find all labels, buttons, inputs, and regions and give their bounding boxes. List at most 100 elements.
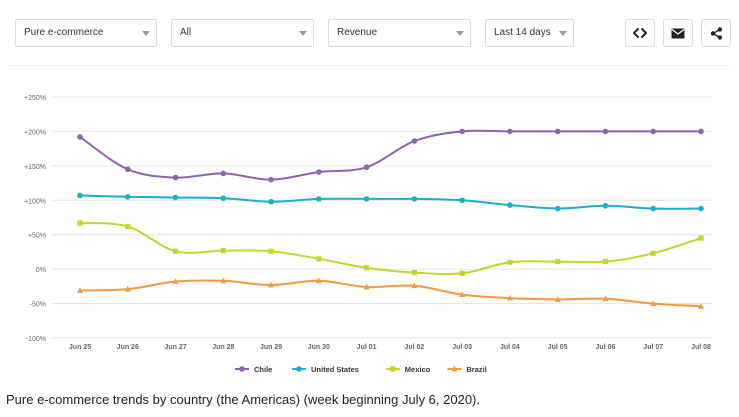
y-tick-label: 0% [36,267,46,274]
metric-select[interactable]: Revenue [328,19,471,47]
data-point-mexico[interactable] [220,247,226,254]
data-point-united-states[interactable] [554,205,561,212]
data-point-chile[interactable] [77,134,83,140]
figure-caption: Pure e-commerce trends by country (the A… [6,392,480,407]
data-point-brazil[interactable] [459,291,466,298]
data-point-chile[interactable] [602,128,609,135]
x-tick-label: Jul 06 [596,344,616,351]
data-point-brazil[interactable] [650,300,657,306]
data-point-mexico[interactable] [268,248,274,254]
data-point-mexico[interactable] [507,259,513,265]
data-point-united-states[interactable] [363,196,370,202]
data-point-brazil[interactable] [220,277,227,284]
legend-label: United States [311,365,359,374]
data-point-chile[interactable] [316,169,322,175]
series-line-united-states [79,194,702,210]
data-point-united-states[interactable] [602,202,609,209]
legend-item-brazil[interactable]: Brazil [447,365,487,374]
data-point-chile[interactable] [411,138,418,144]
data-point-brazil[interactable] [411,282,418,289]
x-tick-label: Jul 04 [500,344,520,351]
x-tick-label: Jun 26 [117,344,139,351]
y-tick-label: +250% [24,95,46,102]
data-point-mexico[interactable] [364,265,370,271]
period-select[interactable]: Last 14 days [485,19,574,47]
data-point-united-states[interactable] [124,194,131,200]
legend-swatch-marker[interactable] [451,365,458,372]
data-point-brazil[interactable] [363,283,370,290]
legend-label: Brazil [466,365,486,374]
category-select[interactable]: Pure e-commerce [15,19,157,47]
grid-lines [52,96,712,339]
data-point-mexico[interactable] [77,220,83,226]
data-point-united-states[interactable] [220,195,227,202]
legend-item-chile[interactable]: Chile [235,365,272,374]
data-point-chile[interactable] [698,128,704,135]
region-select[interactable]: All [171,19,314,47]
data-point-united-states[interactable] [698,205,704,212]
data-point-brazil[interactable] [268,281,275,288]
series-group [77,128,704,309]
data-point-chile[interactable] [554,128,561,135]
data-point-mexico[interactable] [125,223,131,230]
data-point-mexico[interactable] [411,269,417,276]
legend-swatch-marker[interactable] [390,366,396,372]
data-point-united-states[interactable] [77,192,83,199]
series-united-states [77,192,704,212]
embed-button[interactable] [625,19,655,47]
y-tick-label: +100% [24,198,46,205]
data-point-united-states[interactable] [268,198,274,205]
series-chile [77,128,704,183]
data-point-united-states[interactable] [316,196,322,202]
data-point-chile[interactable] [220,170,227,177]
data-point-brazil[interactable] [554,296,561,302]
data-point-united-states[interactable] [459,197,465,204]
x-tick-label: Jul 08 [691,344,711,351]
share-icon [710,26,722,40]
legend-swatch-marker[interactable] [296,366,302,372]
data-point-brazil[interactable] [172,278,179,284]
data-point-chile[interactable] [507,128,513,135]
legend-item-mexico[interactable]: Mexico [385,365,431,374]
share-button[interactable] [701,19,731,47]
x-tick-label: Jul 03 [452,344,472,351]
data-point-mexico[interactable] [602,258,609,265]
data-point-united-states[interactable] [411,196,418,202]
legend-swatch-marker[interactable] [239,366,245,372]
series-brazil [77,277,704,309]
data-point-brazil[interactable] [506,294,513,301]
data-point-brazil[interactable] [315,277,322,284]
category-select-value: Pure e-commerce [24,27,104,38]
series-mexico [77,220,704,276]
data-point-mexico[interactable] [459,270,465,276]
data-point-brazil[interactable] [698,303,704,309]
data-point-brazil[interactable] [602,295,609,302]
data-point-mexico[interactable] [316,256,322,262]
x-tick-label: Jun 28 [212,344,234,351]
data-point-chile[interactable] [650,128,657,135]
filter-toolbar: Pure e-commerce All Revenue Last 14 days [0,0,739,62]
chevron-down-icon [456,31,464,36]
data-point-united-states[interactable] [172,194,179,201]
data-point-chile[interactable] [363,164,370,171]
data-point-chile[interactable] [172,174,179,181]
data-point-chile[interactable] [124,166,131,173]
line-chart: +250% +200% +150% +100% +50% 0% -50% -100% Jun … [24,95,712,374]
data-point-mexico[interactable] [650,250,656,256]
legend-item-united-states[interactable]: United States [292,365,359,374]
chevron-down-icon [299,31,307,36]
data-point-brazil[interactable] [124,285,131,292]
region-select-value: All [180,27,192,38]
data-point-mexico[interactable] [698,235,704,241]
data-point-mexico[interactable] [172,248,179,254]
data-point-mexico[interactable] [555,258,561,265]
data-point-united-states[interactable] [507,202,513,208]
data-point-brazil[interactable] [77,287,83,293]
x-tick-label: Jul 02 [404,344,424,351]
data-point-united-states[interactable] [650,205,657,212]
data-point-chile[interactable] [459,128,465,135]
email-button[interactable] [663,19,693,47]
data-point-chile[interactable] [268,176,274,183]
series-line-chile [79,129,701,181]
legend: Chile United States Mexico Brazil [235,365,487,374]
